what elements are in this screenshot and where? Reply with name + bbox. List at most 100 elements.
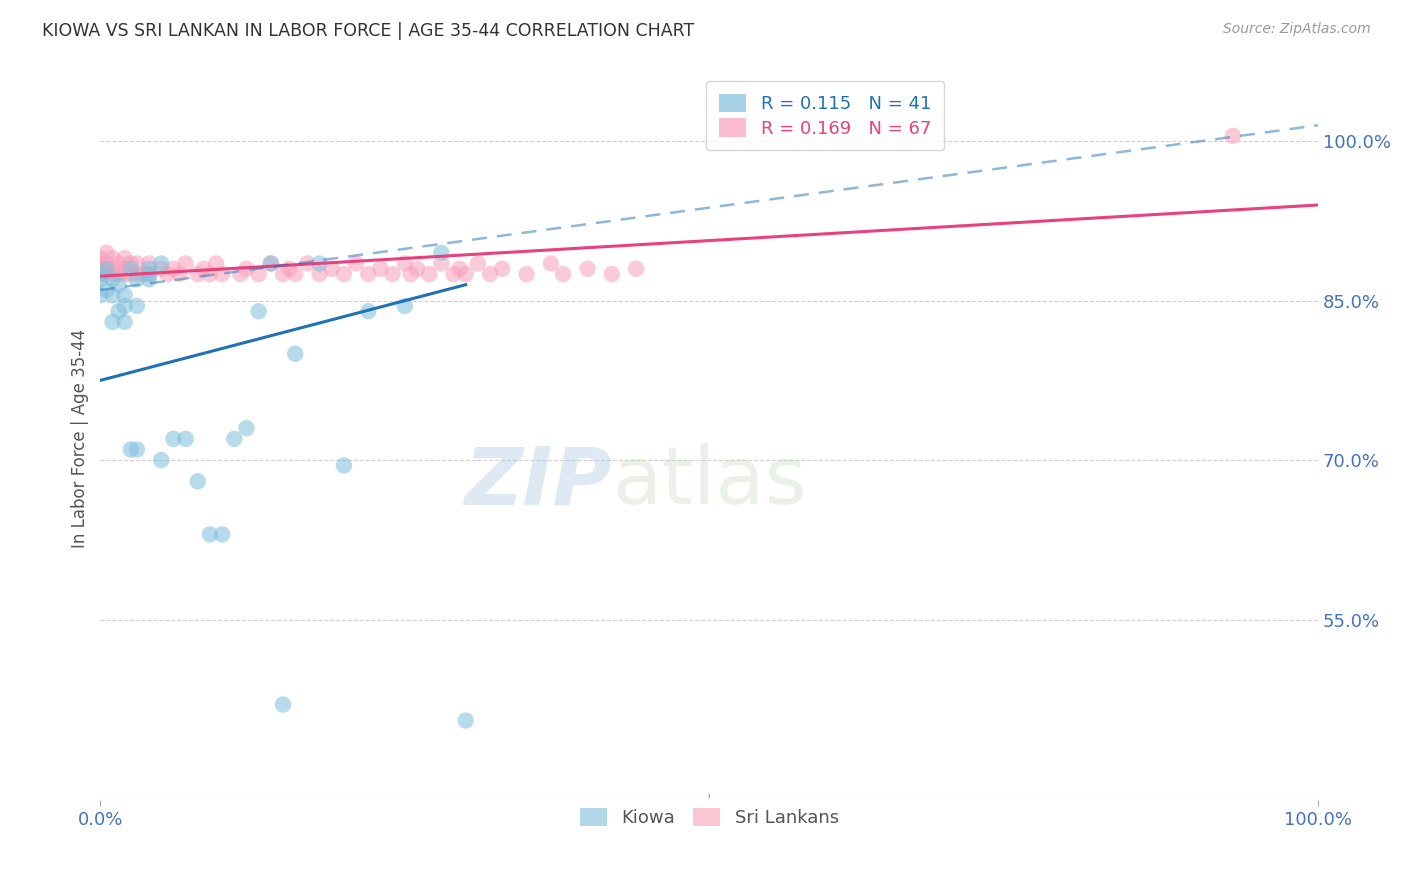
Point <box>418 267 440 281</box>
Point <box>150 453 173 467</box>
Point <box>479 267 502 281</box>
Point <box>333 458 356 473</box>
Point <box>278 261 301 276</box>
Point <box>132 267 155 281</box>
Point <box>260 256 283 270</box>
Point <box>491 261 513 276</box>
Point <box>89 288 111 302</box>
Point <box>96 261 118 276</box>
Point <box>89 251 111 265</box>
Point <box>174 432 197 446</box>
Point <box>162 261 184 276</box>
Point <box>96 245 118 260</box>
Point <box>174 256 197 270</box>
Point <box>96 283 118 297</box>
Point <box>89 267 111 281</box>
Point <box>125 267 148 281</box>
Point <box>193 261 215 276</box>
Point <box>247 267 270 281</box>
Point <box>138 261 160 276</box>
Point <box>381 267 404 281</box>
Point <box>187 267 209 281</box>
Point <box>101 315 124 329</box>
Text: KIOWA VS SRI LANKAN IN LABOR FORCE | AGE 35-44 CORRELATION CHART: KIOWA VS SRI LANKAN IN LABOR FORCE | AGE… <box>42 22 695 40</box>
Point <box>344 256 367 270</box>
Point <box>235 261 257 276</box>
Point <box>101 272 124 286</box>
Point <box>357 304 380 318</box>
Point <box>321 261 343 276</box>
Point <box>120 261 142 276</box>
Point <box>205 256 228 270</box>
Point <box>553 267 575 281</box>
Point <box>198 267 221 281</box>
Point <box>576 261 599 276</box>
Point <box>101 261 124 276</box>
Point <box>271 698 294 712</box>
Point <box>370 261 392 276</box>
Point <box>107 277 129 292</box>
Point <box>114 251 136 265</box>
Point <box>162 432 184 446</box>
Point <box>540 256 562 270</box>
Point <box>96 267 118 281</box>
Point <box>187 475 209 489</box>
Point <box>138 267 160 281</box>
Point <box>297 256 319 270</box>
Point <box>1222 128 1244 143</box>
Point <box>333 267 356 281</box>
Point <box>107 267 129 281</box>
Text: atlas: atlas <box>612 443 806 521</box>
Point <box>107 256 129 270</box>
Point <box>600 267 623 281</box>
Point <box>406 261 429 276</box>
Point <box>89 267 111 281</box>
Point <box>89 272 111 286</box>
Point <box>467 256 489 270</box>
Point <box>211 527 233 541</box>
Point <box>260 256 283 270</box>
Point <box>107 304 129 318</box>
Point <box>357 267 380 281</box>
Point <box>430 245 453 260</box>
Point <box>229 267 252 281</box>
Point <box>114 315 136 329</box>
Point <box>156 267 179 281</box>
Point <box>96 261 118 276</box>
Point <box>101 267 124 281</box>
Point <box>89 261 111 276</box>
Legend: Kiowa, Sri Lankans: Kiowa, Sri Lankans <box>572 801 846 835</box>
Point <box>624 261 647 276</box>
Point <box>308 256 330 270</box>
Point <box>271 267 294 281</box>
Point <box>150 256 173 270</box>
Point <box>114 267 136 281</box>
Point <box>150 261 173 276</box>
Point <box>449 261 471 276</box>
Text: ZIP: ZIP <box>464 443 612 521</box>
Point <box>430 256 453 270</box>
Point <box>516 267 538 281</box>
Point <box>125 272 148 286</box>
Point <box>138 272 160 286</box>
Point <box>169 267 191 281</box>
Point <box>454 267 477 281</box>
Point <box>308 267 330 281</box>
Point <box>454 714 477 728</box>
Point <box>114 299 136 313</box>
Point <box>198 527 221 541</box>
Point <box>138 256 160 270</box>
Point <box>101 251 124 265</box>
Point <box>224 432 246 446</box>
Point <box>211 267 233 281</box>
Point <box>114 261 136 276</box>
Point <box>96 256 118 270</box>
Point <box>101 288 124 302</box>
Point <box>125 299 148 313</box>
Point <box>89 256 111 270</box>
Point <box>125 442 148 457</box>
Point <box>120 442 142 457</box>
Point <box>120 267 142 281</box>
Point <box>394 299 416 313</box>
Point <box>114 288 136 302</box>
